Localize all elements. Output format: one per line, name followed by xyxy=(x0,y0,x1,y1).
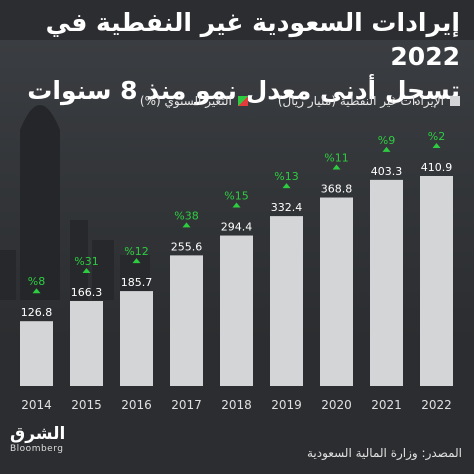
legend-item-bars: الإيرادات غير النفطية (مليار ريال) xyxy=(278,94,460,108)
logo-english: Bloomberg xyxy=(10,444,64,454)
value-label-2015: 166.3 xyxy=(71,286,103,299)
growth-arrow-2022 xyxy=(432,143,441,148)
bar-2017 xyxy=(170,255,203,386)
bar-2020 xyxy=(320,197,353,386)
growth-arrow-2014 xyxy=(32,288,41,294)
growth-label-2017: %38 xyxy=(174,209,198,222)
value-label-2019: 332.4 xyxy=(271,201,303,214)
kingdom-tower-shape xyxy=(20,105,60,300)
growth-label-2014: %8 xyxy=(28,275,45,288)
bar-2014 xyxy=(20,321,53,386)
tick-label-2021: 2021 xyxy=(371,398,402,412)
growth-label-2018: %15 xyxy=(224,190,248,203)
growth-label-2015: %31 xyxy=(74,255,98,268)
legend-item-growth: التغير السنوي (%) xyxy=(140,94,248,108)
tick-label-2014: 2014 xyxy=(21,398,52,412)
growth-arrow-2020 xyxy=(332,164,341,170)
value-label-2021: 403.3 xyxy=(371,165,403,178)
growth-arrow-2017 xyxy=(182,222,191,228)
tick-label-2017: 2017 xyxy=(171,398,202,412)
tick-label-2018: 2018 xyxy=(221,398,252,412)
growth-label-2019: %13 xyxy=(274,170,298,183)
legend: الإيرادات غير النفطية (مليار ريال) التغي… xyxy=(10,92,460,110)
title-line-2: تسجل أدنى معدل نمو منذ 8 سنوات xyxy=(27,76,460,105)
value-label-2017: 255.6 xyxy=(171,240,203,253)
legend-label-bars: الإيرادات غير النفطية (مليار ريال) xyxy=(277,94,444,108)
tick-label-2015: 2015 xyxy=(71,398,102,412)
tick-label-2019: 2019 xyxy=(271,398,302,412)
logo-arabic: الشرق xyxy=(10,424,66,444)
value-label-2020: 368.8 xyxy=(321,183,353,196)
growth-label-2022: %2 xyxy=(428,130,445,143)
value-label-2018: 294.4 xyxy=(221,221,253,234)
growth-label-2016: %12 xyxy=(124,245,148,258)
bar-2015 xyxy=(70,301,103,386)
bar-2022 xyxy=(420,176,453,386)
value-label-2016: 185.7 xyxy=(121,276,153,289)
growth-arrow-2015 xyxy=(82,268,91,274)
bar-2016 xyxy=(120,291,153,386)
growth-label-2020: %11 xyxy=(324,152,348,165)
legend-label-growth: التغير السنوي (%) xyxy=(139,94,232,108)
value-label-2022: 410.9 xyxy=(421,161,453,174)
tick-label-2016: 2016 xyxy=(121,398,152,412)
bar-2018 xyxy=(220,235,253,386)
legend-swatch-bars xyxy=(450,96,460,106)
tick-label-2022: 2022 xyxy=(421,398,452,412)
bar-2021 xyxy=(370,179,403,386)
growth-arrow-2019 xyxy=(282,183,291,189)
growth-arrow-2021 xyxy=(382,146,391,152)
growth-arrow-2018 xyxy=(232,202,241,208)
chart-title: إيرادات السعودية غير النفطية في 2022 تسج… xyxy=(10,6,460,108)
growth-arrow-2016 xyxy=(132,258,141,264)
bar-2019 xyxy=(270,216,303,386)
value-label-2014: 126.8 xyxy=(21,306,53,319)
logo: الشرق Bloomberg xyxy=(10,424,80,468)
source-note: المصدر: وزارة المالية السعودية xyxy=(306,446,462,460)
legend-swatch-growth xyxy=(237,96,248,106)
title-line-1: إيرادات السعودية غير النفطية في 2022 xyxy=(45,8,460,71)
tick-label-2020: 2020 xyxy=(321,398,352,412)
growth-label-2021: %9 xyxy=(378,134,395,147)
